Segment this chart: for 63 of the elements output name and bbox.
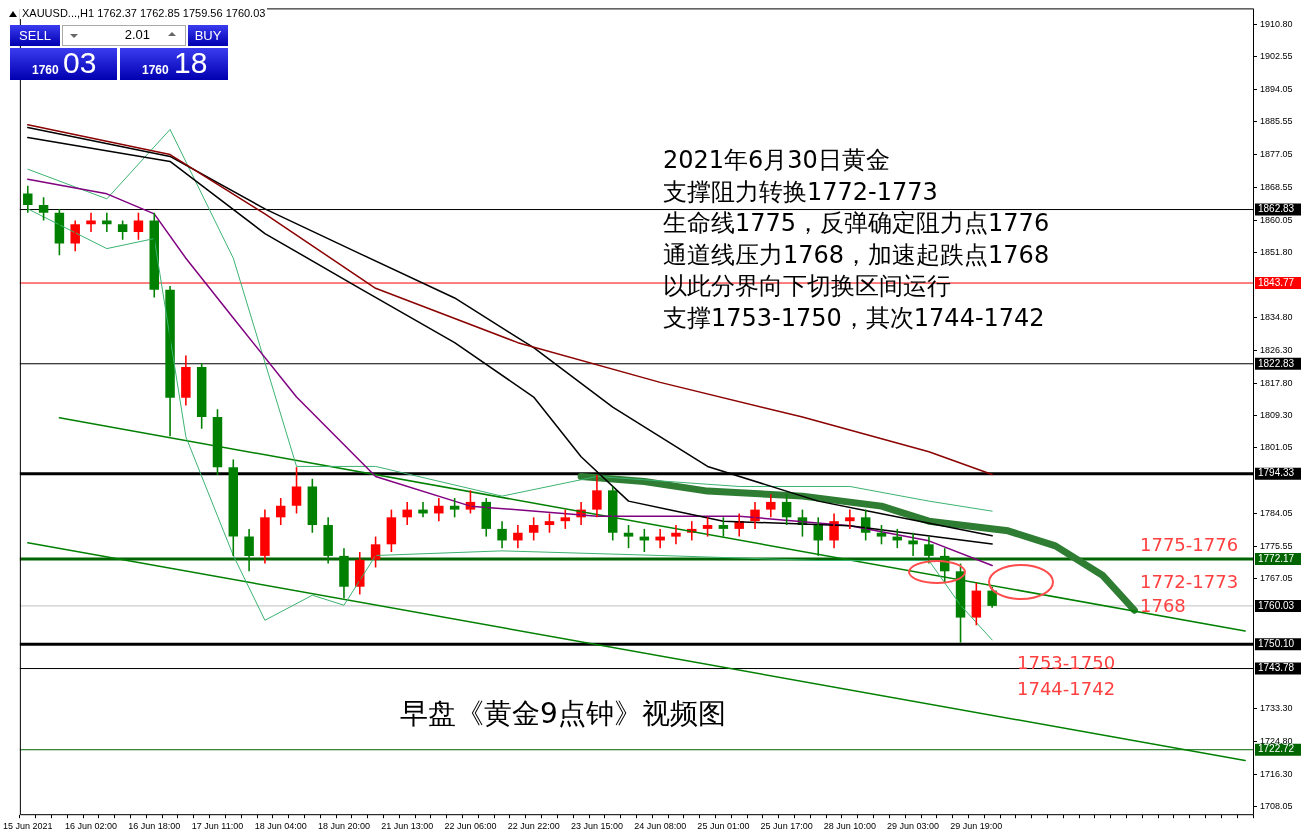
annotation: 1744-1742 bbox=[1017, 678, 1116, 699]
ref-line-label: 1862.83 bbox=[1258, 203, 1295, 215]
x-tick-label: 25 Jun 17:00 bbox=[760, 821, 813, 832]
y-tick-label: 1809.30 bbox=[1260, 410, 1293, 421]
y-tick-label: 1860.05 bbox=[1260, 214, 1293, 225]
annotation: 生命线1775，反弹确定阻力点1776 bbox=[663, 209, 1050, 237]
x-tick-label: 25 Jun 01:00 bbox=[697, 821, 750, 832]
annotation: 1760 bbox=[142, 63, 169, 77]
ref-line-label: 1772.17 bbox=[1258, 552, 1295, 564]
x-tick-label: 15 Jun 2021 bbox=[3, 821, 53, 832]
y-tick-label: 1716.30 bbox=[1260, 768, 1293, 779]
x-tick-label: 28 Jun 10:00 bbox=[823, 821, 876, 832]
annotation: 2021年6月30日黄金 bbox=[663, 146, 890, 174]
x-tick-label: 22 Jun 22:00 bbox=[507, 821, 560, 832]
annotation: SELL bbox=[10, 25, 60, 46]
annotation: 早盘《黄金9点钟》视频图 bbox=[400, 697, 726, 730]
ref-line-label: 1794.33 bbox=[1258, 467, 1295, 479]
x-tick-label: 18 Jun 20:00 bbox=[317, 821, 370, 832]
y-tick-label: 1784.05 bbox=[1260, 507, 1293, 518]
y-tick-label: 1817.80 bbox=[1260, 377, 1293, 388]
y-tick-label: 1851.80 bbox=[1260, 246, 1293, 257]
x-tick-label: 18 Jun 04:00 bbox=[254, 821, 307, 832]
annotation: 2.01 bbox=[123, 27, 150, 42]
annotation: 1775-1776 bbox=[1140, 534, 1239, 555]
annotation: 1772-1773 bbox=[1140, 571, 1239, 592]
ref-line-label: 1822.83 bbox=[1258, 357, 1295, 369]
y-tick-label: 1894.05 bbox=[1260, 83, 1293, 94]
chart-title: XAUUSD...,H1 1762.37 1762.85 1759.56 1760.03 bbox=[20, 7, 268, 19]
annotation: 03 bbox=[63, 46, 97, 80]
x-tick-label: 17 Jun 11:00 bbox=[191, 821, 244, 832]
y-tick-label: 1826.30 bbox=[1260, 344, 1293, 355]
y-tick-label: 1733.30 bbox=[1260, 703, 1293, 714]
x-tick-label: 23 Jun 15:00 bbox=[570, 821, 623, 832]
y-tick-label: 1775.55 bbox=[1260, 540, 1293, 551]
x-tick-label: 29 Jun 03:00 bbox=[887, 821, 940, 832]
ref-line-label: 1760.03 bbox=[1258, 599, 1295, 611]
x-tick-label: 16 Jun 02:00 bbox=[64, 821, 118, 832]
annotation: 18 bbox=[174, 46, 208, 80]
annotation: 支撑阻力转换1772-1773 bbox=[663, 177, 938, 206]
y-tick-label: 1902.55 bbox=[1260, 50, 1293, 61]
y-tick-label: 1767.05 bbox=[1260, 573, 1293, 584]
ref-line-label: 1843.77 bbox=[1258, 276, 1295, 288]
x-tick-label: 22 Jun 06:00 bbox=[444, 821, 497, 832]
annotation: 1768 bbox=[1140, 595, 1186, 616]
ref-line-label: 1750.10 bbox=[1258, 637, 1295, 649]
x-tick-label: 29 Jun 19:00 bbox=[950, 821, 1003, 832]
y-tick-label: 1868.55 bbox=[1260, 181, 1293, 192]
y-tick-label: 1877.05 bbox=[1260, 149, 1293, 160]
annotation: 1760 bbox=[32, 63, 59, 77]
x-tick-label: 24 Jun 08:00 bbox=[634, 821, 687, 832]
x-tick-label: 21 Jun 13:00 bbox=[381, 821, 434, 832]
x-tick-label: 16 Jun 18:00 bbox=[128, 821, 181, 832]
y-tick-label: 1885.55 bbox=[1260, 116, 1293, 127]
annotation: 支撑1753-1750，其次1744-1742 bbox=[663, 303, 1045, 332]
ref-line-label: 1743.78 bbox=[1258, 662, 1295, 674]
y-tick-label: 1834.80 bbox=[1260, 312, 1293, 323]
annotation: 通道线压力1768，加速起跌点1768 bbox=[663, 240, 1050, 269]
annotation: BUY bbox=[188, 25, 228, 46]
annotation: 1753-1750 bbox=[1017, 652, 1116, 673]
annotation: 以此分界向下切换区间运行 bbox=[663, 272, 951, 300]
y-tick-label: 1910.80 bbox=[1260, 19, 1293, 30]
y-tick-label: 1708.05 bbox=[1260, 800, 1293, 811]
y-tick-label: 1801.05 bbox=[1260, 442, 1293, 453]
